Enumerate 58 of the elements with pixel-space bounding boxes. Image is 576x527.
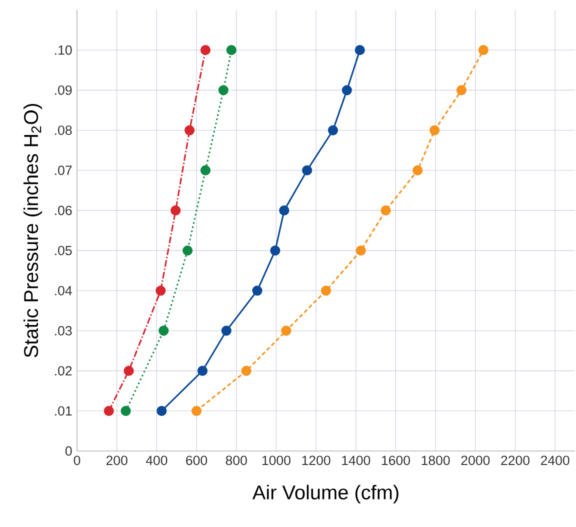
- y-tick-label: .05: [55, 246, 72, 256]
- y-tick-label: .06: [55, 206, 72, 216]
- point: [412, 165, 423, 176]
- y-tick-label: .03: [55, 326, 72, 336]
- point: [279, 205, 290, 216]
- point: [191, 406, 202, 416]
- x-tick-label: 1200: [302, 456, 330, 466]
- point: [328, 125, 338, 136]
- point: [356, 245, 366, 256]
- point: [430, 125, 440, 136]
- x-tick-label: 2000: [461, 456, 490, 466]
- point: [156, 406, 167, 416]
- x-tick-label: 1800: [422, 456, 450, 466]
- y-tick-label: .02: [55, 366, 72, 376]
- point: [124, 366, 134, 376]
- x-tick-label: 1600: [382, 456, 410, 466]
- y-tick-label: .08: [55, 126, 72, 135]
- y-tick-label: .07: [55, 166, 72, 176]
- point: [281, 326, 292, 336]
- point: [478, 45, 488, 56]
- point: [380, 205, 391, 216]
- x-tick-label: 0: [74, 456, 80, 466]
- x-tick-label: 800: [226, 456, 247, 466]
- y-tick-label: .09: [55, 85, 72, 95]
- x-axis-title: Air Volume (cfm): [252, 484, 398, 504]
- point: [200, 165, 211, 176]
- x-tick-label: 600: [186, 456, 208, 466]
- point: [226, 45, 236, 56]
- point: [456, 85, 467, 96]
- y-tick-label: .10: [55, 45, 72, 55]
- x-tick-label: 400: [146, 456, 168, 466]
- x-tick-label: 1400: [342, 456, 370, 466]
- y-tick-label: .04: [55, 286, 72, 296]
- point: [156, 286, 166, 296]
- point: [182, 245, 193, 256]
- point: [241, 366, 252, 376]
- point: [184, 125, 195, 136]
- x-tick-label: 200: [106, 456, 128, 466]
- point: [120, 406, 131, 416]
- point: [320, 286, 332, 296]
- y-tick-label: 0: [65, 446, 72, 456]
- point: [252, 286, 262, 296]
- point: [200, 45, 211, 56]
- point: [270, 245, 280, 256]
- point: [170, 205, 181, 216]
- point: [197, 366, 208, 376]
- x-tick-label: 1000: [262, 456, 290, 466]
- point: [104, 406, 114, 416]
- x-tick-label: 2200: [501, 456, 530, 466]
- point: [158, 326, 169, 336]
- point: [218, 85, 228, 96]
- point: [221, 326, 232, 336]
- y-axis-title: Static Pressure (inches H$_{2}$O): [24, 104, 42, 358]
- y-tick-label: .01: [55, 406, 72, 416]
- point: [354, 45, 365, 56]
- point: [302, 165, 312, 176]
- point: [342, 85, 352, 96]
- x-tick-label: 2400: [540, 456, 570, 466]
